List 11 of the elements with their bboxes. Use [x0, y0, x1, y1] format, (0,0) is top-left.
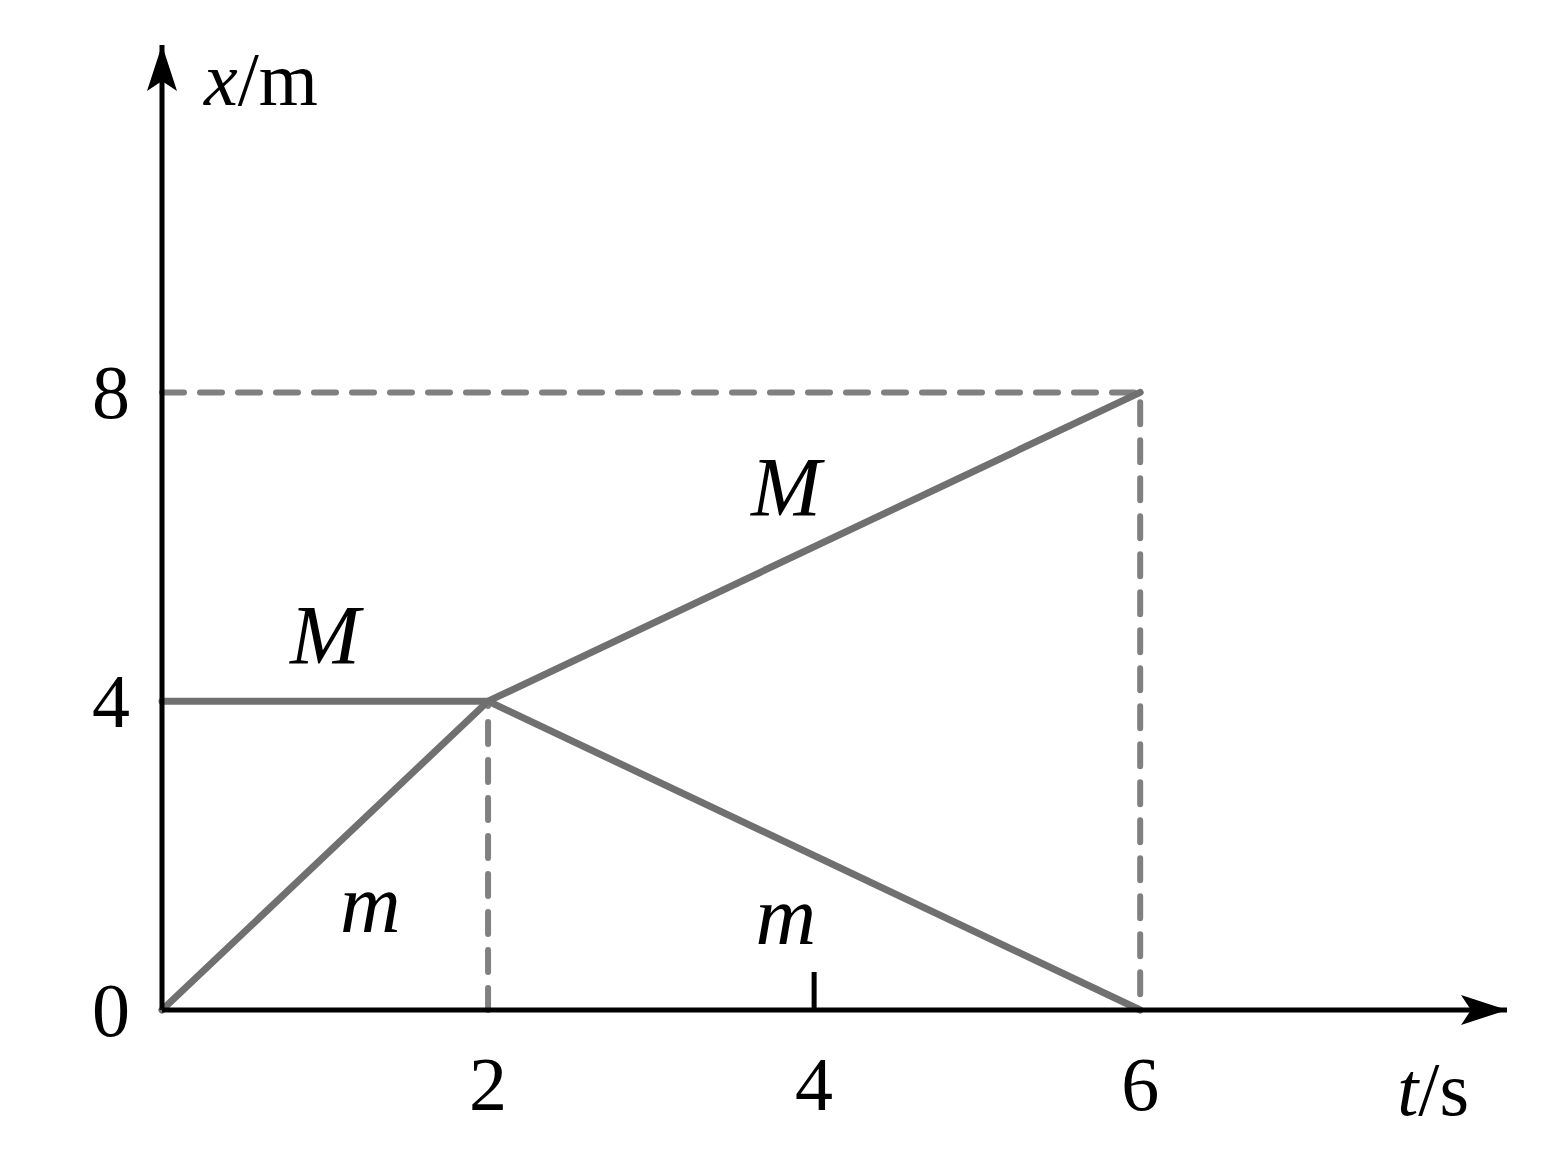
series-label: m — [755, 868, 817, 962]
x-tick-label: 4 — [795, 1042, 834, 1126]
x-axis-title: t/s — [1397, 1047, 1469, 1131]
y-tick-label: 8 — [92, 350, 130, 435]
x-tick-label: 6 — [1121, 1042, 1160, 1126]
series-label: M — [749, 440, 825, 534]
y-axis-title: x/m — [203, 37, 318, 121]
y-tick-label: 0 — [92, 968, 130, 1052]
text: m — [340, 857, 401, 951]
x-tick-label: 2 — [469, 1042, 508, 1126]
y-tick-label: 4 — [92, 659, 130, 744]
